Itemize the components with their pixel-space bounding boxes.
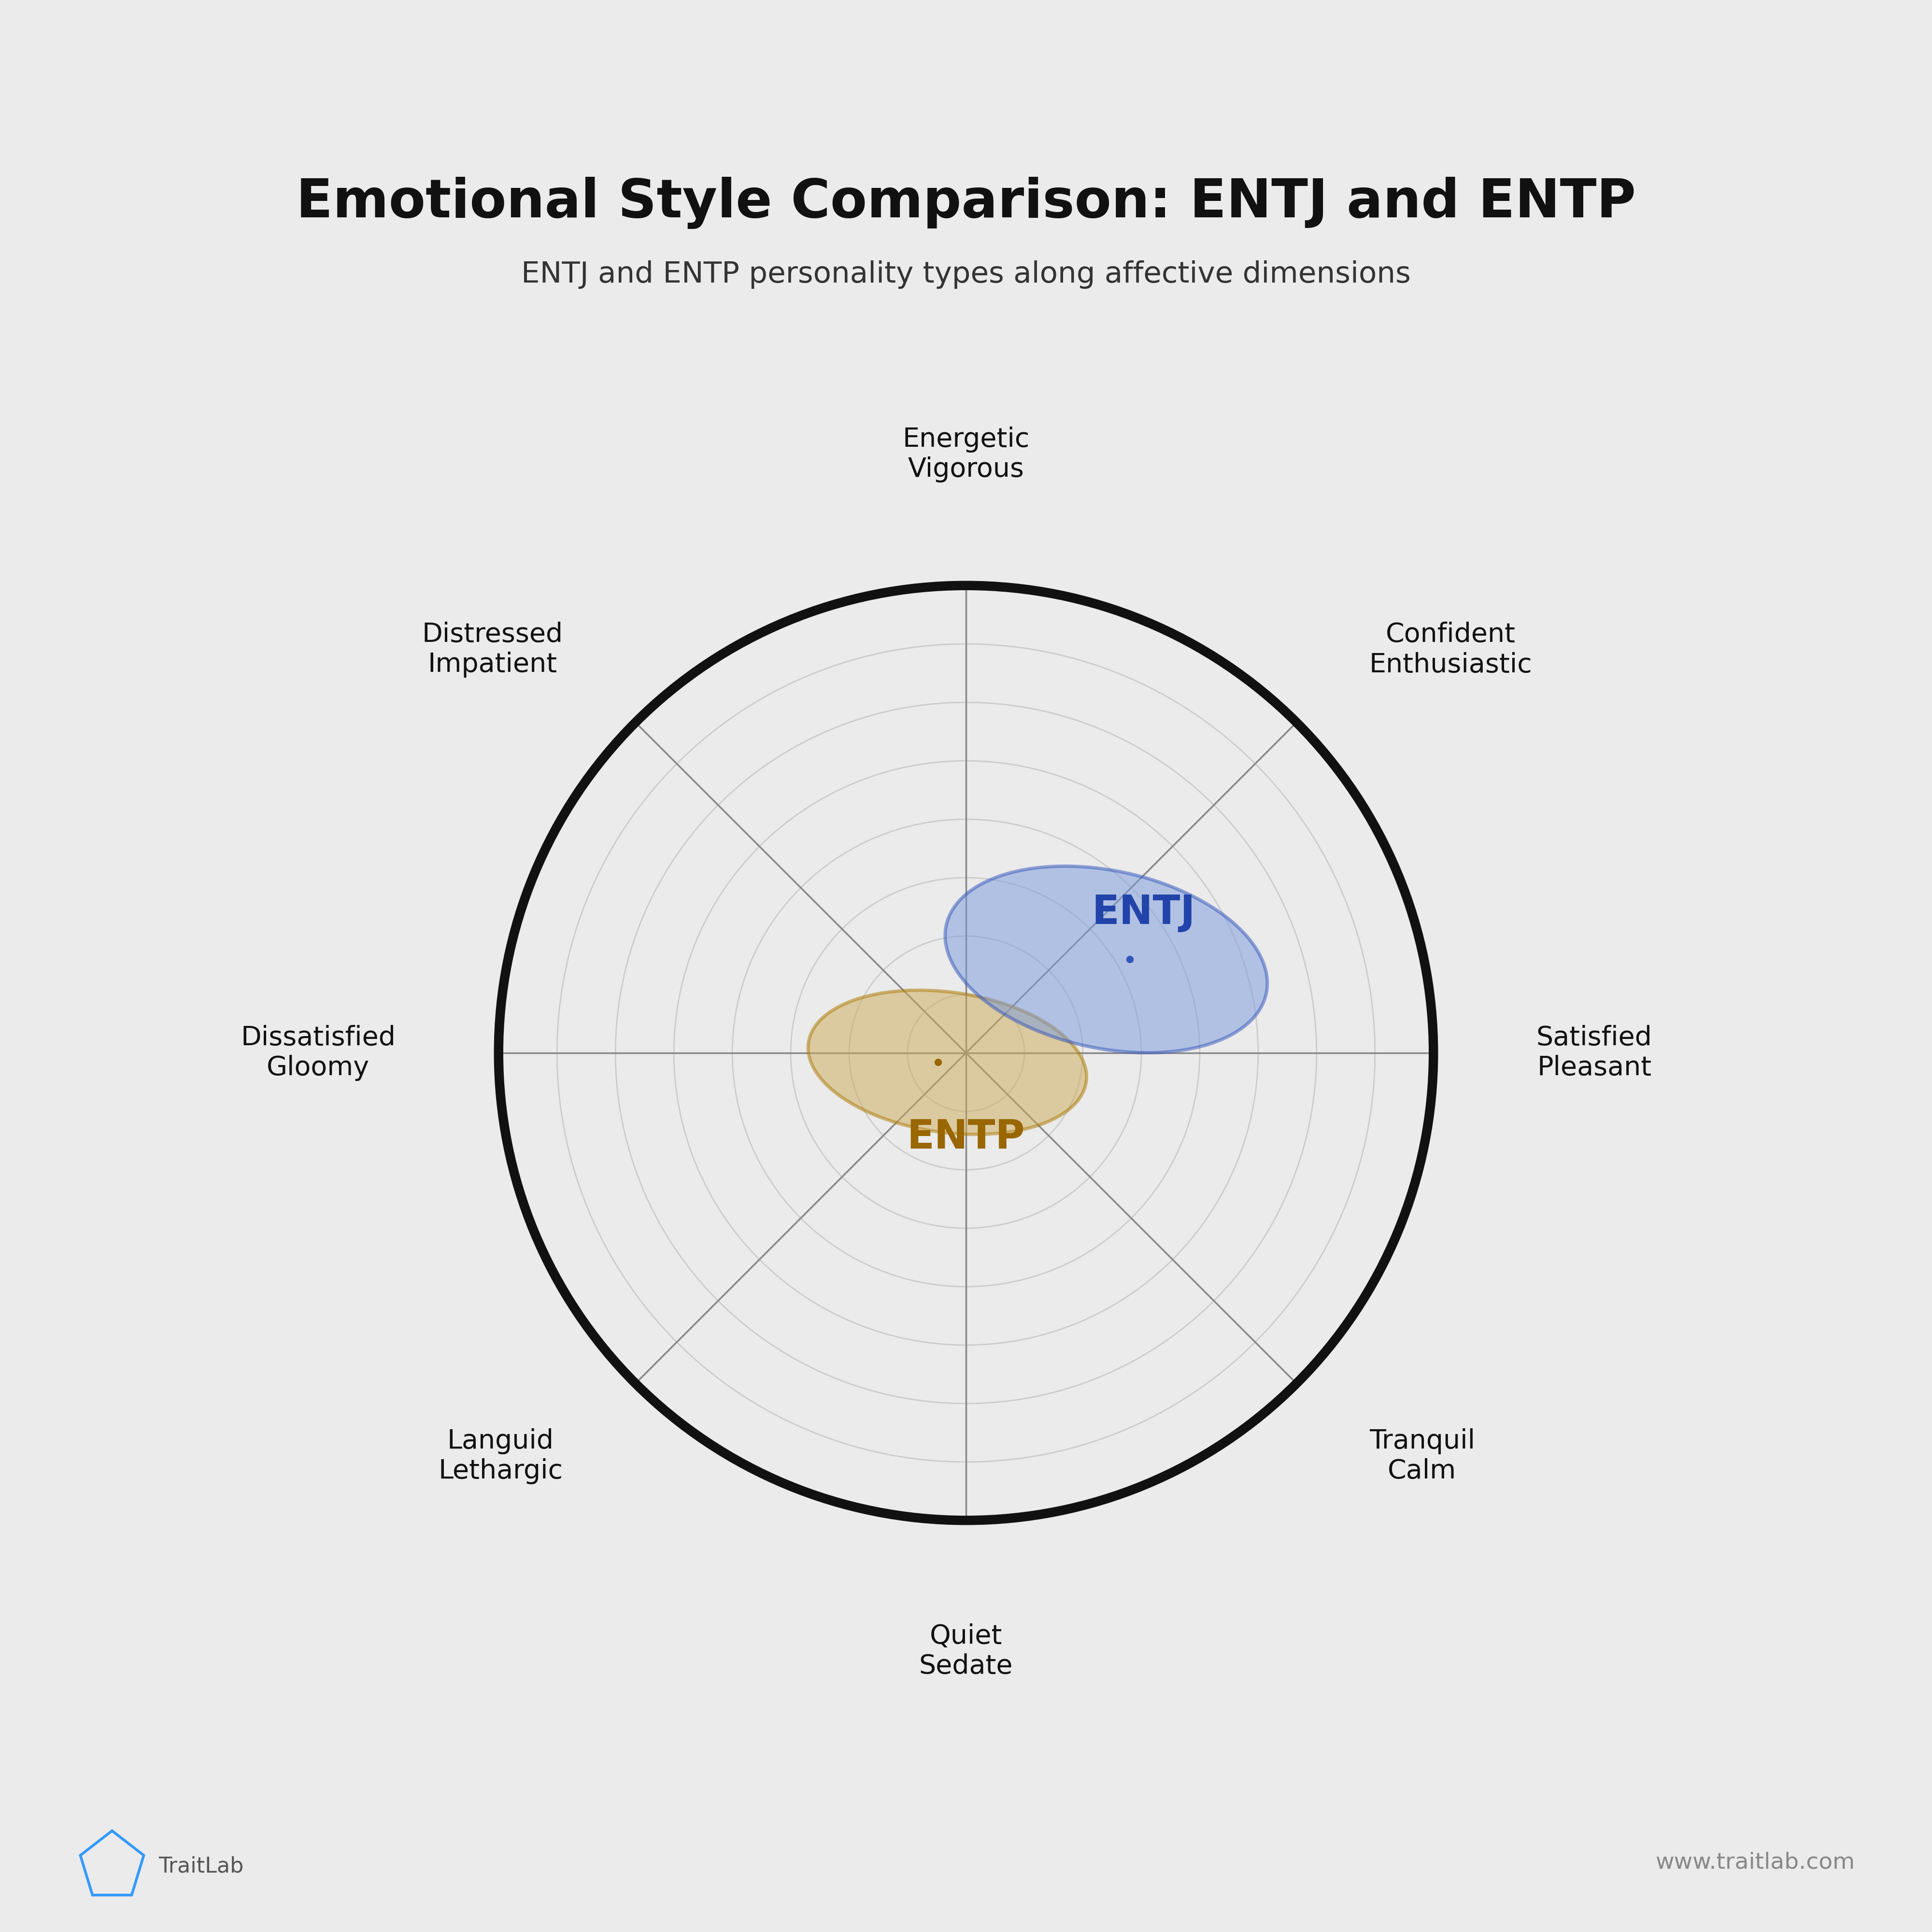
- Text: ENTJ: ENTJ: [1092, 893, 1196, 933]
- Text: Confident
Enthusiastic: Confident Enthusiastic: [1370, 622, 1532, 678]
- Text: TraitLab: TraitLab: [158, 1857, 243, 1876]
- Text: Satisfied
Pleasant: Satisfied Pleasant: [1536, 1024, 1652, 1082]
- Text: Emotional Style Comparison: ENTJ and ENTP: Emotional Style Comparison: ENTJ and ENT…: [296, 178, 1636, 228]
- Text: Quiet
Sedate: Quiet Sedate: [920, 1623, 1012, 1679]
- Ellipse shape: [808, 991, 1086, 1134]
- Ellipse shape: [945, 866, 1267, 1053]
- Text: Distressed
Impatient: Distressed Impatient: [421, 622, 562, 678]
- Text: www.traitlab.com: www.traitlab.com: [1656, 1851, 1855, 1874]
- Text: Energetic
Vigorous: Energetic Vigorous: [902, 427, 1030, 483]
- Text: ENTP: ENTP: [906, 1117, 1026, 1157]
- Text: ENTJ and ENTP personality types along affective dimensions: ENTJ and ENTP personality types along af…: [522, 261, 1410, 288]
- Text: Languid
Lethargic: Languid Lethargic: [439, 1428, 562, 1484]
- Text: Dissatisfied
Gloomy: Dissatisfied Gloomy: [242, 1024, 396, 1082]
- Text: Tranquil
Calm: Tranquil Calm: [1370, 1428, 1474, 1484]
